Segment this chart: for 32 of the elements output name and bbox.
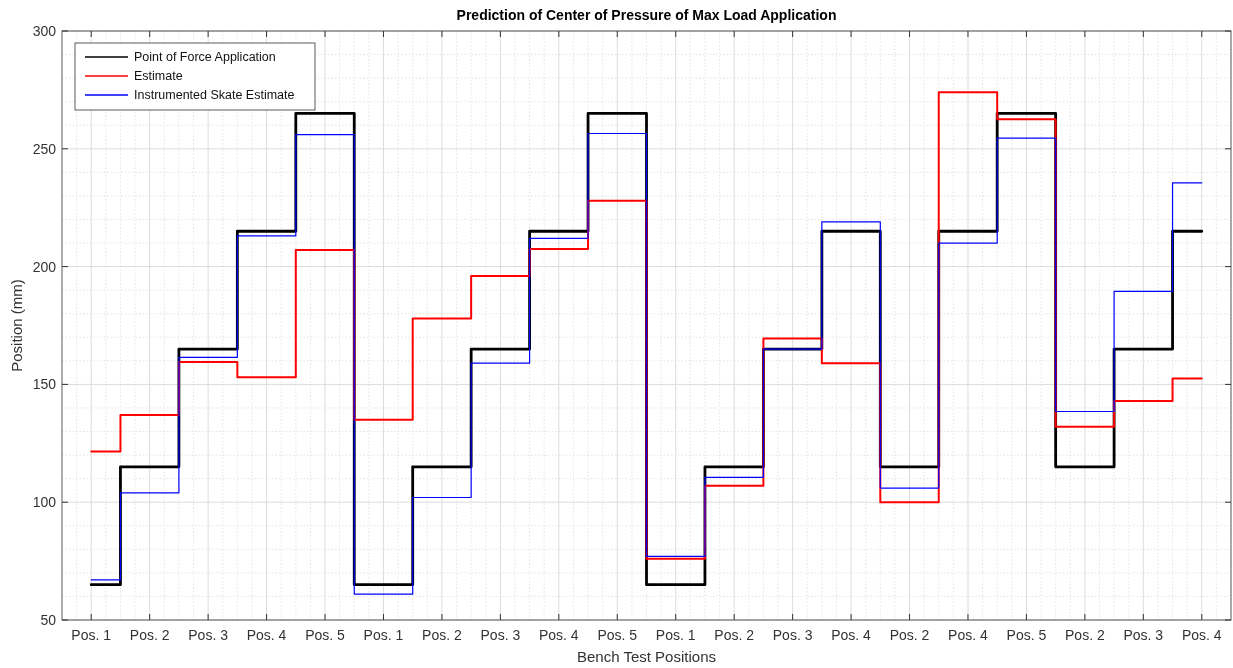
- legend-label: Point of Force Application: [134, 50, 276, 64]
- chart-title: Prediction of Center of Pressure of Max Load Application: [456, 7, 837, 23]
- x-tick-label: Pos. 3: [188, 627, 229, 643]
- y-tick-label: 100: [32, 494, 57, 511]
- x-tick-label: Pos. 4: [948, 627, 989, 643]
- x-tick-label: Pos. 5: [1006, 627, 1047, 643]
- y-tick-label: 150: [32, 376, 57, 393]
- x-tick-label: Pos. 3: [480, 627, 521, 643]
- x-tick-label: Pos. 5: [305, 627, 346, 643]
- x-tick-label: Pos. 2: [889, 627, 930, 643]
- x-axis-title: Bench Test Positions: [577, 648, 716, 665]
- legend-label: Instrumented Skate Estimate: [134, 88, 295, 102]
- x-tick-label: Pos. 4: [538, 627, 579, 643]
- x-tick-label: Pos. 2: [422, 627, 462, 643]
- x-tick-label: Pos. 2: [129, 627, 170, 643]
- x-tick-label: Pos. 5: [597, 627, 638, 643]
- y-tick-label: 300: [32, 23, 57, 39]
- x-tick-label: Pos. 3: [772, 627, 813, 643]
- x-tick-label: Pos. 1: [71, 627, 112, 643]
- y-tick-label: 250: [32, 140, 57, 157]
- y-tick-label: 200: [32, 258, 57, 275]
- x-tick-label: Pos. 3: [1123, 627, 1164, 643]
- x-tick-label: Pos. 1: [655, 627, 696, 643]
- legend-label: Estimate: [134, 69, 183, 83]
- x-tick-label: Pos. 4: [1181, 627, 1222, 643]
- y-tick-label: 50: [40, 612, 57, 628]
- x-tick-label: Pos. 1: [363, 627, 404, 643]
- y-axis-title: Position (mm): [8, 279, 25, 372]
- x-tick-label: Pos. 4: [246, 627, 287, 643]
- x-tick-label: Pos. 4: [831, 627, 872, 643]
- x-tick-label: Pos. 2: [714, 627, 755, 643]
- x-tick-label: Pos. 2: [1065, 627, 1105, 643]
